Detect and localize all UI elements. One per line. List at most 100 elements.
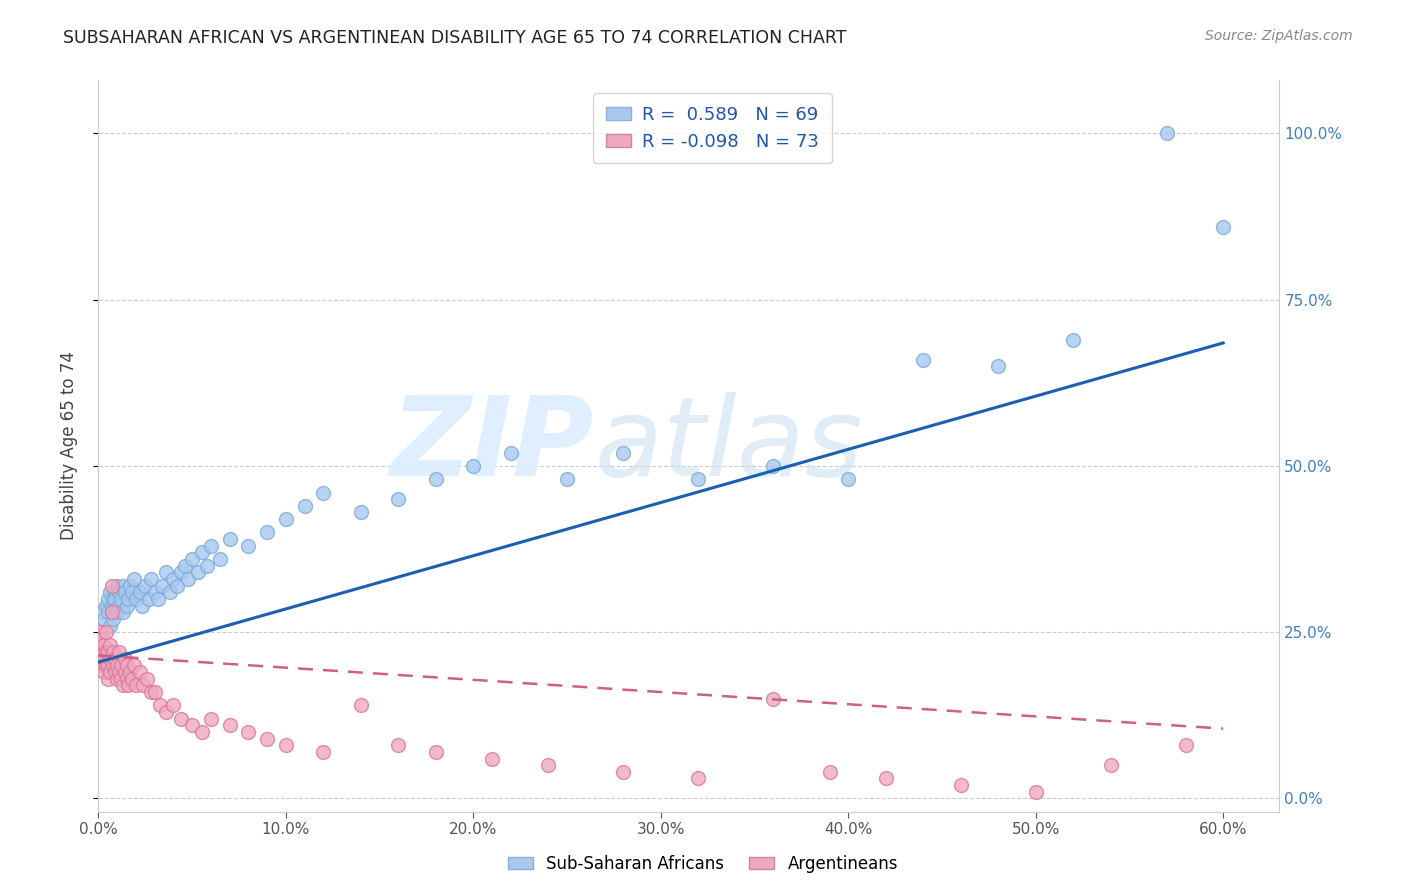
Point <box>190 725 212 739</box>
Point <box>104 665 127 679</box>
Point <box>159 585 181 599</box>
Point <box>105 658 128 673</box>
Point <box>108 645 131 659</box>
Point <box>238 539 260 553</box>
Point <box>256 525 278 540</box>
Point <box>91 632 114 646</box>
Point <box>100 605 122 619</box>
Point <box>387 738 409 752</box>
Point <box>111 579 134 593</box>
Text: Source: ZipAtlas.com: Source: ZipAtlas.com <box>1205 29 1353 43</box>
Point <box>312 485 335 500</box>
Point <box>1156 127 1178 141</box>
Point <box>105 605 128 619</box>
Point <box>120 579 142 593</box>
Point <box>181 552 204 566</box>
Point <box>688 772 710 786</box>
Point <box>218 718 240 732</box>
Point <box>350 698 373 713</box>
Point <box>100 605 122 619</box>
Point <box>128 585 150 599</box>
Point <box>110 658 132 673</box>
Point <box>463 458 485 473</box>
Point <box>274 738 297 752</box>
Point <box>115 672 138 686</box>
Point <box>89 652 111 666</box>
Point <box>94 658 117 673</box>
Point <box>104 652 127 666</box>
Point <box>987 359 1010 374</box>
Point <box>108 585 131 599</box>
Point <box>91 658 114 673</box>
Point <box>114 665 136 679</box>
Point <box>94 625 117 640</box>
Point <box>149 698 172 713</box>
Point <box>209 552 232 566</box>
Point <box>103 645 125 659</box>
Text: atlas: atlas <box>595 392 863 500</box>
Point <box>425 472 447 486</box>
Point <box>166 579 188 593</box>
Point <box>143 585 166 599</box>
Point <box>139 572 162 586</box>
Point <box>1025 785 1047 799</box>
Point <box>108 665 131 679</box>
Point <box>114 585 136 599</box>
Point <box>91 645 114 659</box>
Point <box>688 472 710 486</box>
Point <box>103 658 125 673</box>
Point <box>98 585 121 599</box>
Point <box>762 691 785 706</box>
Point <box>387 492 409 507</box>
Point <box>98 665 121 679</box>
Text: ZIP: ZIP <box>391 392 595 500</box>
Point <box>121 672 143 686</box>
Point <box>125 678 148 692</box>
Point <box>120 665 142 679</box>
Legend: R =  0.589   N = 69, R = -0.098   N = 73: R = 0.589 N = 69, R = -0.098 N = 73 <box>593 93 832 163</box>
Point <box>122 572 145 586</box>
Point <box>114 652 136 666</box>
Point <box>912 352 935 367</box>
Point <box>294 499 316 513</box>
Point <box>98 652 121 666</box>
Point <box>128 665 150 679</box>
Point <box>162 698 184 713</box>
Point <box>762 458 785 473</box>
Point <box>111 678 134 692</box>
Point <box>94 645 117 659</box>
Point <box>110 672 132 686</box>
Point <box>143 685 166 699</box>
Point <box>155 705 177 719</box>
Point <box>136 672 159 686</box>
Point <box>100 599 122 613</box>
Point <box>173 558 195 573</box>
Point <box>187 566 209 580</box>
Point <box>117 678 139 692</box>
Point <box>162 572 184 586</box>
Point <box>138 591 160 606</box>
Point <box>105 579 128 593</box>
Point <box>1099 758 1122 772</box>
Point <box>93 639 115 653</box>
Point <box>818 764 841 779</box>
Point <box>104 591 127 606</box>
Point <box>499 445 522 459</box>
Point <box>155 566 177 580</box>
Point <box>94 599 117 613</box>
Point <box>89 639 111 653</box>
Point <box>111 605 134 619</box>
Point <box>200 539 222 553</box>
Point <box>108 599 131 613</box>
Point <box>1062 333 1084 347</box>
Point <box>89 625 111 640</box>
Point <box>117 591 139 606</box>
Point <box>97 591 120 606</box>
Point <box>87 645 110 659</box>
Point <box>91 605 114 619</box>
Point <box>103 591 125 606</box>
Point <box>200 712 222 726</box>
Point <box>190 545 212 559</box>
Point <box>125 591 148 606</box>
Point <box>121 585 143 599</box>
